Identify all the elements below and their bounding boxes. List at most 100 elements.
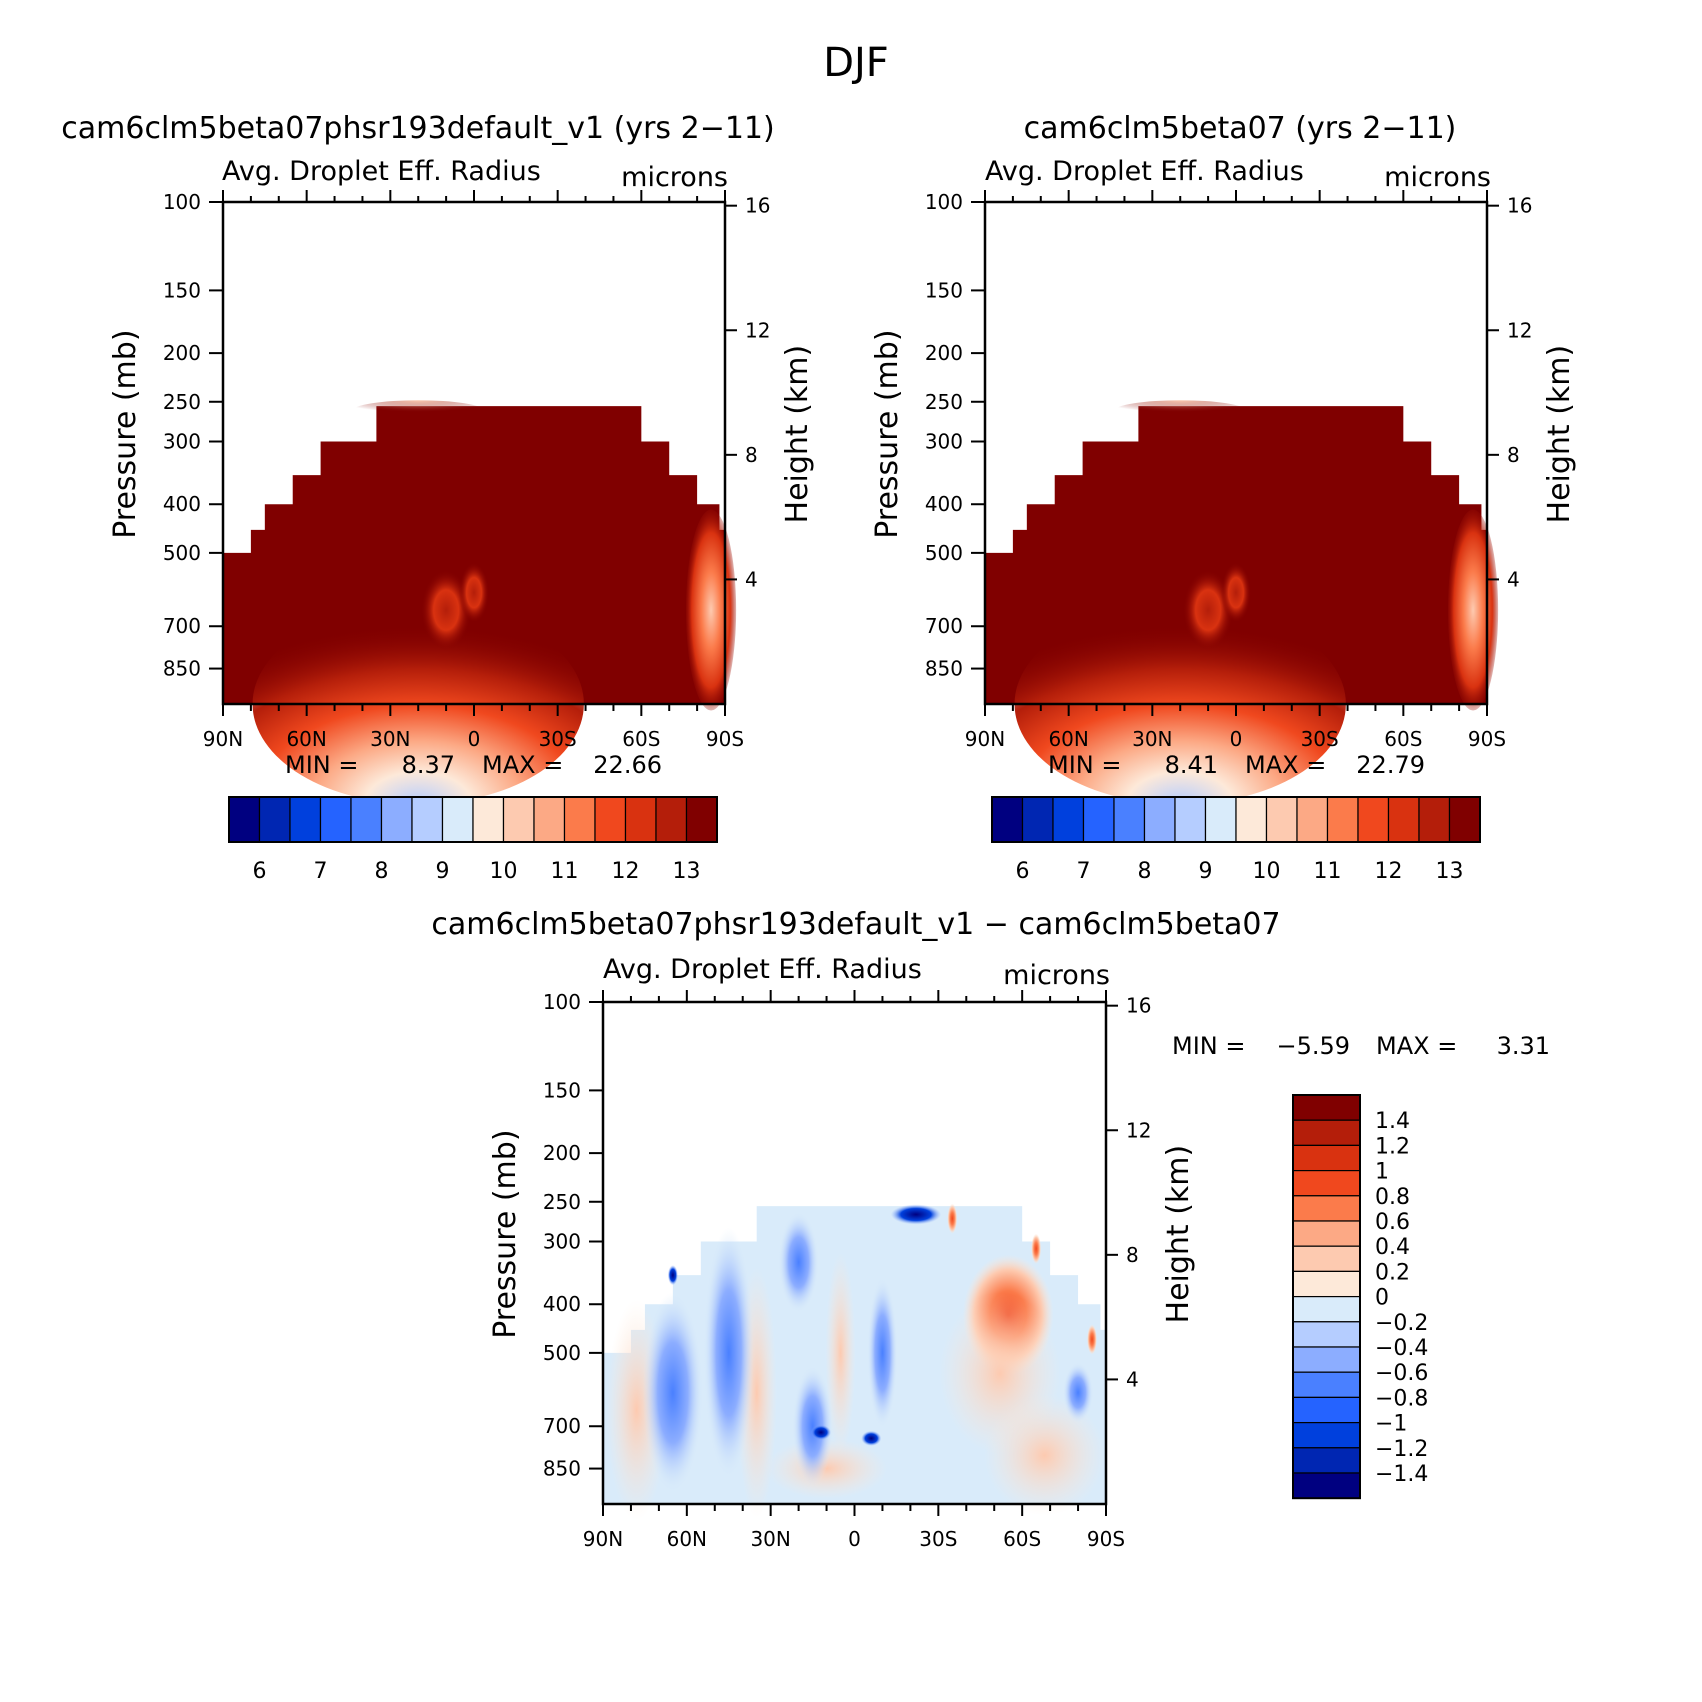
diff-anomaly-19 (1086, 1324, 1098, 1355)
colorbar-box (1292, 1421, 1361, 1449)
lat-tick-label: 30N (750, 1527, 790, 1551)
colorbar-label: 12 (612, 859, 640, 884)
pressure-tick-label: 300 (543, 1230, 581, 1254)
colorbar-box (258, 796, 291, 843)
units-label: microns (1384, 162, 1491, 193)
lat-tick-label: 90S (1468, 727, 1506, 751)
diff-anomaly-9 (792, 1365, 833, 1487)
lat-tick-label: 30S (539, 727, 577, 751)
max-value: 3.31 (1497, 1032, 1550, 1060)
pressure-tick-label: 250 (163, 390, 201, 414)
colorbar-vertical: 1.41.210.80.60.40.20−0.2−0.4−0.6−0.8−1−1… (1292, 1094, 1428, 1500)
y-axis-label-left: Pressure (mb) (488, 1129, 523, 1338)
height-tick-label: 12 (1507, 318, 1532, 342)
colorbar-label: 8 (1138, 859, 1152, 884)
southern-polar-region (685, 509, 737, 711)
lat-tick-label: 60S (1384, 727, 1422, 751)
pressure-tick-label: 250 (925, 390, 963, 414)
min-value: 8.41 (1165, 751, 1218, 779)
y-axis-label-left: Pressure (mb) (870, 329, 905, 538)
panel-title: cam6clm5beta07 (yrs 2−11) (1024, 111, 1457, 146)
cloud-top-edge (352, 400, 484, 421)
variable-label: Avg. Droplet Eff. Radius (603, 954, 922, 985)
colorbar-label: 1 (1375, 1160, 1389, 1185)
height-tick-label: 16 (745, 194, 770, 218)
diff-anomaly-16 (861, 1430, 882, 1446)
colorbar-box (1292, 1472, 1361, 1499)
diff-anomaly-8 (703, 1227, 754, 1479)
height-tick-label: 8 (1126, 1243, 1139, 1267)
colorbar-box (1174, 796, 1207, 843)
colorbar-label: −0.4 (1375, 1336, 1428, 1361)
colorbar-label: 0.8 (1375, 1185, 1410, 1210)
pressure-tick-label: 400 (925, 492, 963, 516)
colorbar-label: 9 (436, 859, 450, 884)
colorbar-box (655, 796, 688, 843)
pressure-tick-label: 700 (543, 1414, 581, 1438)
colorbar-box (1292, 1220, 1361, 1247)
lat-tick-label: 90N (583, 1527, 623, 1551)
diff-anomaly-2 (825, 1252, 856, 1454)
min-label: MIN = (1048, 751, 1121, 779)
pressure-tick-label: 300 (163, 430, 201, 454)
axes: 100 150 200 250 300 400 500 700 850 16 12 8 4 90N 60N 3… (870, 190, 1577, 751)
colorbar-box (1357, 796, 1390, 843)
colorbar-box (502, 796, 535, 843)
diff-anomaly-7 (642, 1292, 704, 1494)
colorbar-label: 9 (1199, 859, 1213, 884)
lat-tick-label: 30S (919, 1527, 957, 1551)
colorbar-box (1265, 796, 1298, 843)
colorbar-box (1143, 796, 1176, 843)
height-tick-label: 4 (1126, 1367, 1139, 1391)
variable-label: Avg. Droplet Eff. Radius (985, 156, 1304, 187)
pressure-tick-label: 500 (543, 1341, 581, 1365)
colorbar-box (1292, 1396, 1361, 1424)
lat-tick-label: 60N (1048, 727, 1088, 751)
pressure-tick-label: 200 (163, 341, 201, 365)
max-label: MAX = (1376, 1032, 1457, 1060)
colorbar-label: 12 (1375, 859, 1403, 884)
colorbar-label: 13 (673, 859, 701, 884)
panel-difference: cam6clm5beta07phsr193default_v1 − cam6cl… (431, 907, 1550, 1551)
colorbar-label: 8 (375, 859, 389, 884)
diff-anomaly-10 (778, 1212, 819, 1313)
max-label: MAX = (482, 751, 563, 779)
height-tick-label: 8 (745, 443, 758, 467)
lat-tick-label: 90S (706, 727, 744, 751)
diff-anomaly-11 (867, 1277, 898, 1429)
min-value: −5.59 (1276, 1032, 1350, 1060)
colorbar-label: 0.2 (1375, 1260, 1410, 1285)
colorbar-box (1296, 796, 1329, 843)
y-axis-label-right: Height (km) (1161, 1145, 1196, 1324)
colorbar-label: −0.2 (1375, 1311, 1428, 1336)
colorbar-box (441, 796, 474, 843)
pressure-tick-label: 700 (163, 614, 201, 638)
lat-tick-label: 0 (468, 727, 481, 751)
colorbar-label: 0.4 (1375, 1235, 1410, 1260)
lat-tick-label: 30N (1132, 727, 1172, 751)
pressure-tick-label: 400 (163, 492, 201, 516)
y-axis-label-left: Pressure (mb) (108, 329, 143, 538)
colorbar-label: 10 (490, 859, 518, 884)
tropical-blob (421, 569, 472, 651)
colorbar-box (1204, 796, 1237, 843)
pressure-tick-label: 200 (543, 1141, 581, 1165)
pressure-tick-label: 100 (163, 190, 201, 214)
colorbar-box (624, 796, 657, 843)
lat-tick-label: 30N (370, 727, 410, 751)
pressure-tick-label: 150 (163, 278, 201, 302)
colorbar-label: 6 (253, 859, 267, 884)
colorbar-label: 0 (1375, 1286, 1389, 1311)
tropical-blob (1183, 569, 1234, 651)
pressure-tick-label: 400 (543, 1292, 581, 1316)
pressure-tick-label: 850 (163, 657, 201, 681)
colorbar-box (1021, 796, 1054, 843)
colorbar-box (991, 796, 1024, 843)
diff-anomaly-15 (810, 1424, 832, 1440)
southern-polar-region (1447, 509, 1499, 711)
lat-tick-label: 0 (1230, 727, 1243, 751)
pressure-tick-label: 100 (543, 990, 581, 1014)
colorbar-box (1113, 796, 1146, 843)
diff-anomaly-17 (947, 1203, 958, 1234)
min-label: MIN = (285, 751, 358, 779)
